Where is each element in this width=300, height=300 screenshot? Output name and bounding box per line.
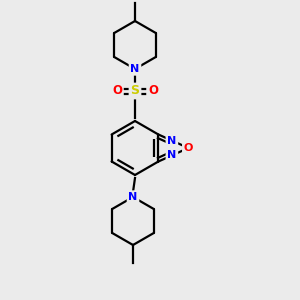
Text: N: N <box>167 136 176 146</box>
Text: N: N <box>167 150 176 161</box>
Text: N: N <box>128 192 138 202</box>
Text: O: O <box>184 143 193 153</box>
Text: O: O <box>112 85 122 98</box>
Text: O: O <box>148 85 158 98</box>
Text: N: N <box>130 64 140 74</box>
Text: S: S <box>130 85 140 98</box>
